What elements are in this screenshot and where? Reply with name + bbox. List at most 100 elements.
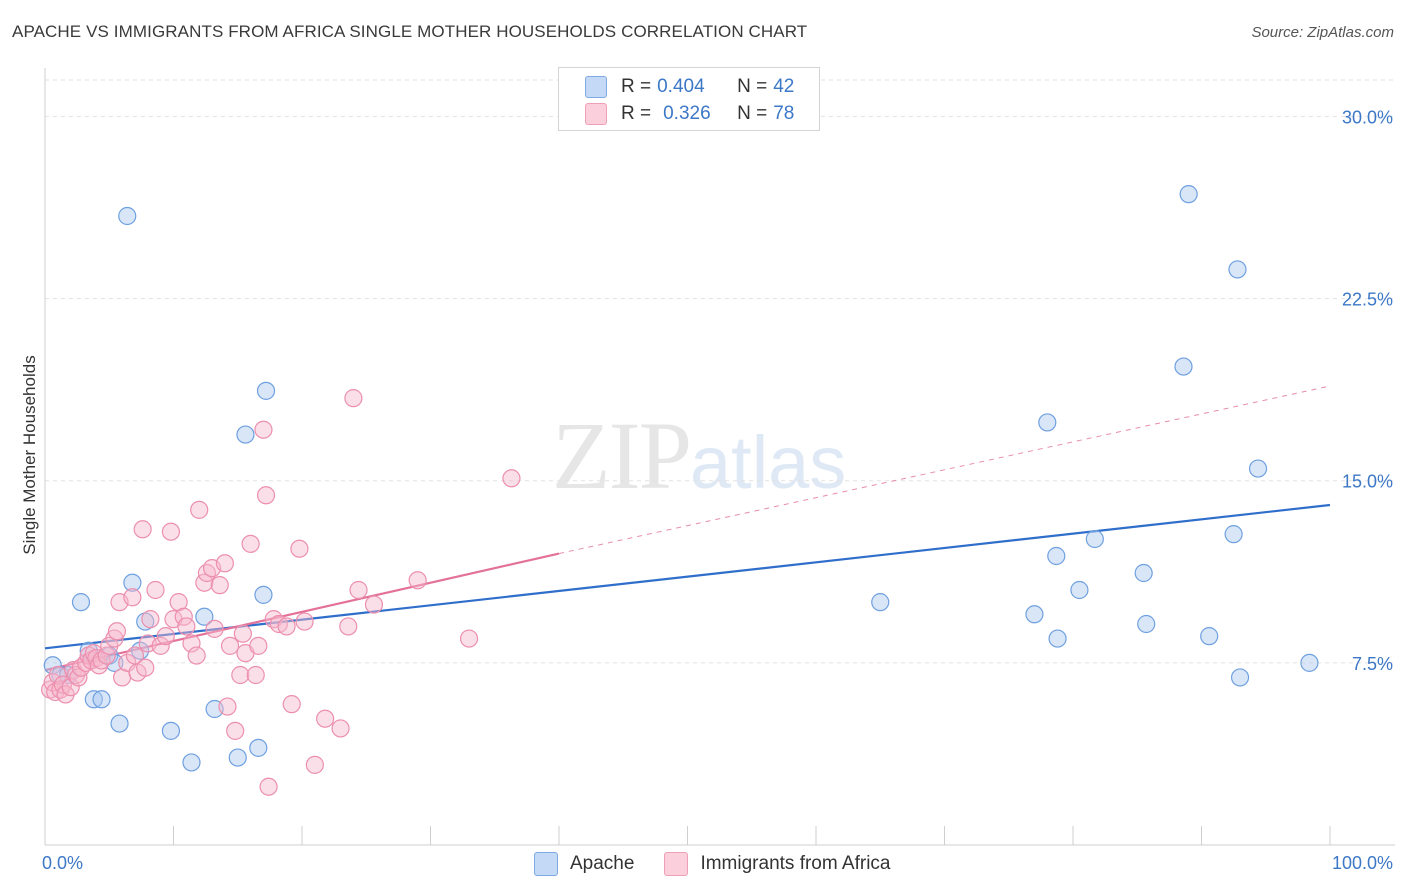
africa-point: [220, 636, 240, 655]
y-tick-label: 7.5%: [1352, 654, 1393, 674]
africa-point: [339, 617, 358, 636]
africa-point: [331, 719, 350, 738]
apache-trend-line: [44, 503, 1331, 650]
apache-point: [1137, 614, 1156, 634]
apache-point: [1085, 529, 1104, 549]
legend-n-label: N =: [737, 103, 768, 124]
africa-point: [459, 629, 479, 648]
africa-point: [305, 755, 324, 774]
series-africa-points: [41, 389, 521, 796]
africa-point: [136, 658, 155, 677]
x-tick-label: 0.0%: [42, 853, 83, 873]
watermark-zip: ZIP: [552, 402, 692, 509]
africa-trend-line: [44, 552, 560, 672]
africa-point: [254, 420, 273, 439]
apache-point: [1300, 653, 1319, 672]
africa-point: [210, 576, 229, 595]
africa-point: [92, 651, 111, 670]
africa-point: [344, 389, 363, 408]
apache-point: [1179, 185, 1198, 204]
africa-point: [282, 695, 301, 714]
africa-point: [177, 617, 196, 636]
africa-trend-extension: [558, 385, 1331, 555]
apache-point: [1200, 627, 1219, 646]
source-label: Source: ZipAtlas.com: [1251, 24, 1394, 41]
africa-point: [141, 610, 160, 629]
legend-n-value: 78: [773, 103, 795, 124]
apache-point: [228, 748, 247, 767]
africa-point: [205, 619, 224, 638]
africa-point: [190, 500, 209, 519]
apache-point: [84, 690, 103, 709]
legend-label-apache: Apache: [570, 853, 635, 874]
africa-point: [256, 486, 276, 505]
legend-row-apache: R = 0.404 N = 42: [585, 75, 794, 99]
series-apache-points: [43, 185, 1319, 772]
watermark: ZIPatlas: [552, 400, 846, 511]
africa-point: [502, 469, 521, 488]
y-tick-label: 15.0%: [1342, 472, 1393, 492]
trend-lines: [44, 385, 1331, 672]
chart-title: APACHE VS IMMIGRANTS FROM AFRICA SINGLE …: [12, 22, 808, 41]
africa-point: [89, 656, 109, 675]
apache-point: [161, 721, 181, 740]
legend-r-label: R =: [621, 103, 652, 124]
apache-point: [1047, 546, 1066, 566]
africa-point: [105, 629, 124, 648]
apache-point: [871, 593, 890, 612]
correlation-legend: R = 0.404 N = 42 R = 0.326 N = 78: [558, 67, 820, 131]
africa-point: [151, 636, 170, 655]
grid-lines: [45, 79, 1395, 664]
africa-point: [123, 588, 142, 607]
legend-swatch-africa: [585, 103, 607, 125]
apache-point: [92, 690, 111, 709]
series-legend: Apache Immigrants from Africa: [534, 852, 921, 876]
africa-point: [277, 617, 296, 636]
apache-point: [256, 381, 276, 400]
legend-swatch-apache: [534, 852, 558, 876]
legend-swatch-africa: [664, 852, 689, 876]
x-tick-label: 100.0%: [1332, 853, 1393, 873]
data-points: [41, 185, 1319, 796]
legend-n-label: N =: [737, 76, 768, 97]
watermark-atlas: atlas: [690, 421, 847, 504]
africa-point: [246, 665, 265, 685]
apache-point: [71, 593, 91, 612]
africa-point: [233, 624, 252, 643]
africa-point: [156, 627, 175, 646]
legend-r-value: 0.404: [657, 76, 705, 97]
apache-point: [1048, 629, 1067, 648]
legend-row-africa: R = 0.326 N = 78: [585, 102, 794, 126]
apache-point: [236, 425, 255, 444]
apache-point: [1038, 413, 1057, 432]
africa-point: [349, 580, 368, 600]
axes: [44, 68, 1395, 846]
africa-point: [197, 563, 217, 583]
apache-point: [118, 206, 137, 226]
legend-item-africa: Immigrants from Africa: [664, 852, 891, 876]
y-tick-label: 30.0%: [1342, 107, 1393, 127]
africa-point: [161, 522, 181, 541]
tick-labels: 7.5% 15.0% 22.5% 30.0% 0.0% 100.0%: [42, 107, 1393, 873]
africa-point: [295, 612, 314, 631]
apache-point: [1248, 459, 1268, 478]
legend-item-apache: Apache: [534, 852, 634, 876]
africa-point: [241, 534, 260, 553]
africa-point: [259, 777, 278, 796]
africa-point: [408, 571, 427, 590]
apache-point: [130, 641, 150, 660]
africa-point: [218, 697, 237, 716]
apache-point: [1070, 580, 1089, 600]
y-tick-label: 22.5%: [1342, 290, 1393, 310]
legend-n-value: 42: [773, 76, 795, 97]
africa-point: [146, 580, 165, 600]
apache-point: [1025, 605, 1044, 624]
africa-point: [133, 520, 152, 539]
legend-r-value: 0.326: [663, 103, 711, 124]
legend-r-label: R =: [621, 76, 652, 97]
africa-point: [249, 636, 268, 655]
apache-point: [1134, 563, 1153, 583]
legend-label-africa: Immigrants from Africa: [700, 853, 891, 874]
africa-point: [187, 646, 206, 665]
apache-point: [254, 585, 273, 604]
